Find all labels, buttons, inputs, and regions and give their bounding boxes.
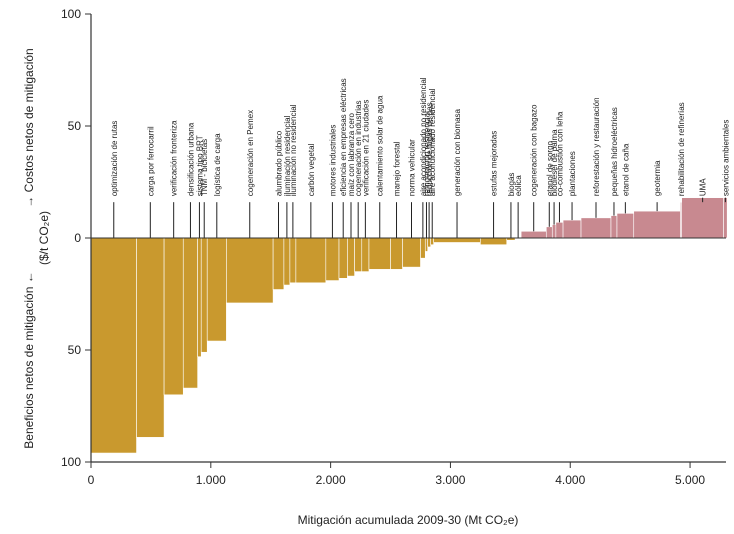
measure-label-11: iluminación no residencial (289, 104, 298, 196)
measure-label-6: TNM - bicicletas (200, 139, 209, 196)
measure-label-28: eólica (514, 175, 523, 196)
y-tick-labels: 100 50 0 50 100 (61, 7, 81, 469)
measure-label-7: logística de carga (213, 133, 222, 196)
bar-31 (552, 225, 556, 238)
y-axis-title-bottom: Beneficios netos de mitigación ← (22, 271, 36, 448)
measure-label-29: cogeneración con bagazo (530, 104, 539, 196)
bar-17 (362, 238, 369, 272)
measure-label-12: carbón vegetal (307, 143, 316, 196)
x-tick-label-0: 0 (88, 473, 95, 487)
bar-8 (226, 238, 273, 303)
x-tick-label-3: 3.000 (435, 473, 465, 487)
bar-1 (91, 238, 137, 453)
measure-label-4: densificación urbana (186, 122, 195, 196)
measure-label-13: motores industriales (328, 125, 337, 197)
measure-label-25: generación con biomasa (453, 108, 462, 196)
bar-12 (296, 238, 326, 283)
measure-label-35: pequeñas hidroeléctricas (610, 107, 619, 196)
bar-22 (425, 238, 427, 251)
y-tick-label-4: 100 (61, 455, 81, 469)
bar-7 (207, 238, 226, 341)
measure-label-34: reforestación y restauración (592, 97, 601, 196)
measure-labels-group: optimización de rutas carga por ferrocarr… (110, 77, 731, 196)
bar-26 (480, 238, 506, 245)
measure-label-33: plantaciones (568, 151, 577, 196)
bar-19 (391, 238, 403, 269)
bars-group (91, 198, 727, 453)
bar-36 (617, 213, 634, 238)
bar-34 (581, 218, 611, 238)
bar-14 (339, 238, 347, 278)
bar-18 (369, 238, 391, 269)
bar-15 (347, 238, 354, 276)
bar-9 (273, 238, 284, 290)
measure-label-32: co-combustión con leña (555, 111, 564, 196)
measure-label-3: verificación fronteriza (170, 120, 179, 196)
bar-4 (183, 238, 197, 388)
bar-20 (403, 238, 421, 267)
bar-6 (201, 238, 207, 352)
bar-5 (198, 238, 202, 357)
x-tick-label-5: 5.000 (675, 473, 705, 487)
bar-39 (682, 198, 724, 238)
x-tick-label-4: 4.000 (555, 473, 585, 487)
x-tick-labels: 0 1.000 2.000 3.000 4.000 5.000 (88, 473, 706, 487)
measure-label-40: servicios ambientales (721, 120, 730, 196)
y-tick-label-1: 50 (68, 119, 82, 133)
measure-label-8: cogeneración en Pemex (246, 110, 255, 196)
bar-33 (563, 220, 581, 238)
bar-24 (431, 238, 434, 245)
bar-2 (137, 238, 165, 437)
y-tick-label-3: 50 (68, 343, 82, 357)
y-tick-label-2: 0 (74, 231, 81, 245)
measure-label-39: UMA (699, 178, 708, 196)
bar-29 (521, 231, 546, 238)
bar-10 (284, 238, 290, 285)
bar-16 (355, 238, 362, 272)
bar-30 (546, 227, 552, 238)
y-axis-title-unit: ($/t CO₂e) (37, 211, 51, 265)
bar-21 (420, 238, 425, 258)
x-tick-label-1: 1.000 (196, 473, 226, 487)
x-tick-label-2: 2.000 (316, 473, 346, 487)
measure-label-36: etanol de caña (621, 143, 630, 196)
y-tick-label-0: 100 (61, 7, 81, 21)
bar-3 (164, 238, 183, 395)
bar-25 (434, 238, 481, 242)
measure-label-19: manejo forestal (393, 141, 402, 196)
bar-32 (556, 222, 563, 238)
bar-35 (611, 216, 617, 238)
measure-label-38: rehabilitación de refinerías (677, 102, 686, 196)
bar-23 (428, 238, 431, 247)
measure-label-1: optimización de rutas (110, 121, 119, 197)
x-axis-title: Mitigación acumulada 2009-30 (Mt CO₂e) (298, 513, 519, 527)
bar-13 (326, 238, 339, 281)
y-axis-title-top: → Costos netos de mitigación (22, 48, 36, 207)
measure-label-2: carga por ferrocarril (146, 126, 155, 196)
measure-label-20: norma vehicular (407, 139, 416, 196)
bar-11 (290, 238, 296, 283)
measure-label-26: estufas mejoradas (490, 131, 499, 196)
measure-label-17: verificación en 21 ciudades (361, 100, 370, 197)
measure-label-24: aire acondicionado residencial (428, 88, 437, 196)
measure-label-18: calentamiento solar de agua (376, 95, 385, 196)
bar-40 (724, 198, 728, 238)
bar-37 (634, 211, 681, 238)
measure-label-37: geotermia (653, 160, 662, 196)
